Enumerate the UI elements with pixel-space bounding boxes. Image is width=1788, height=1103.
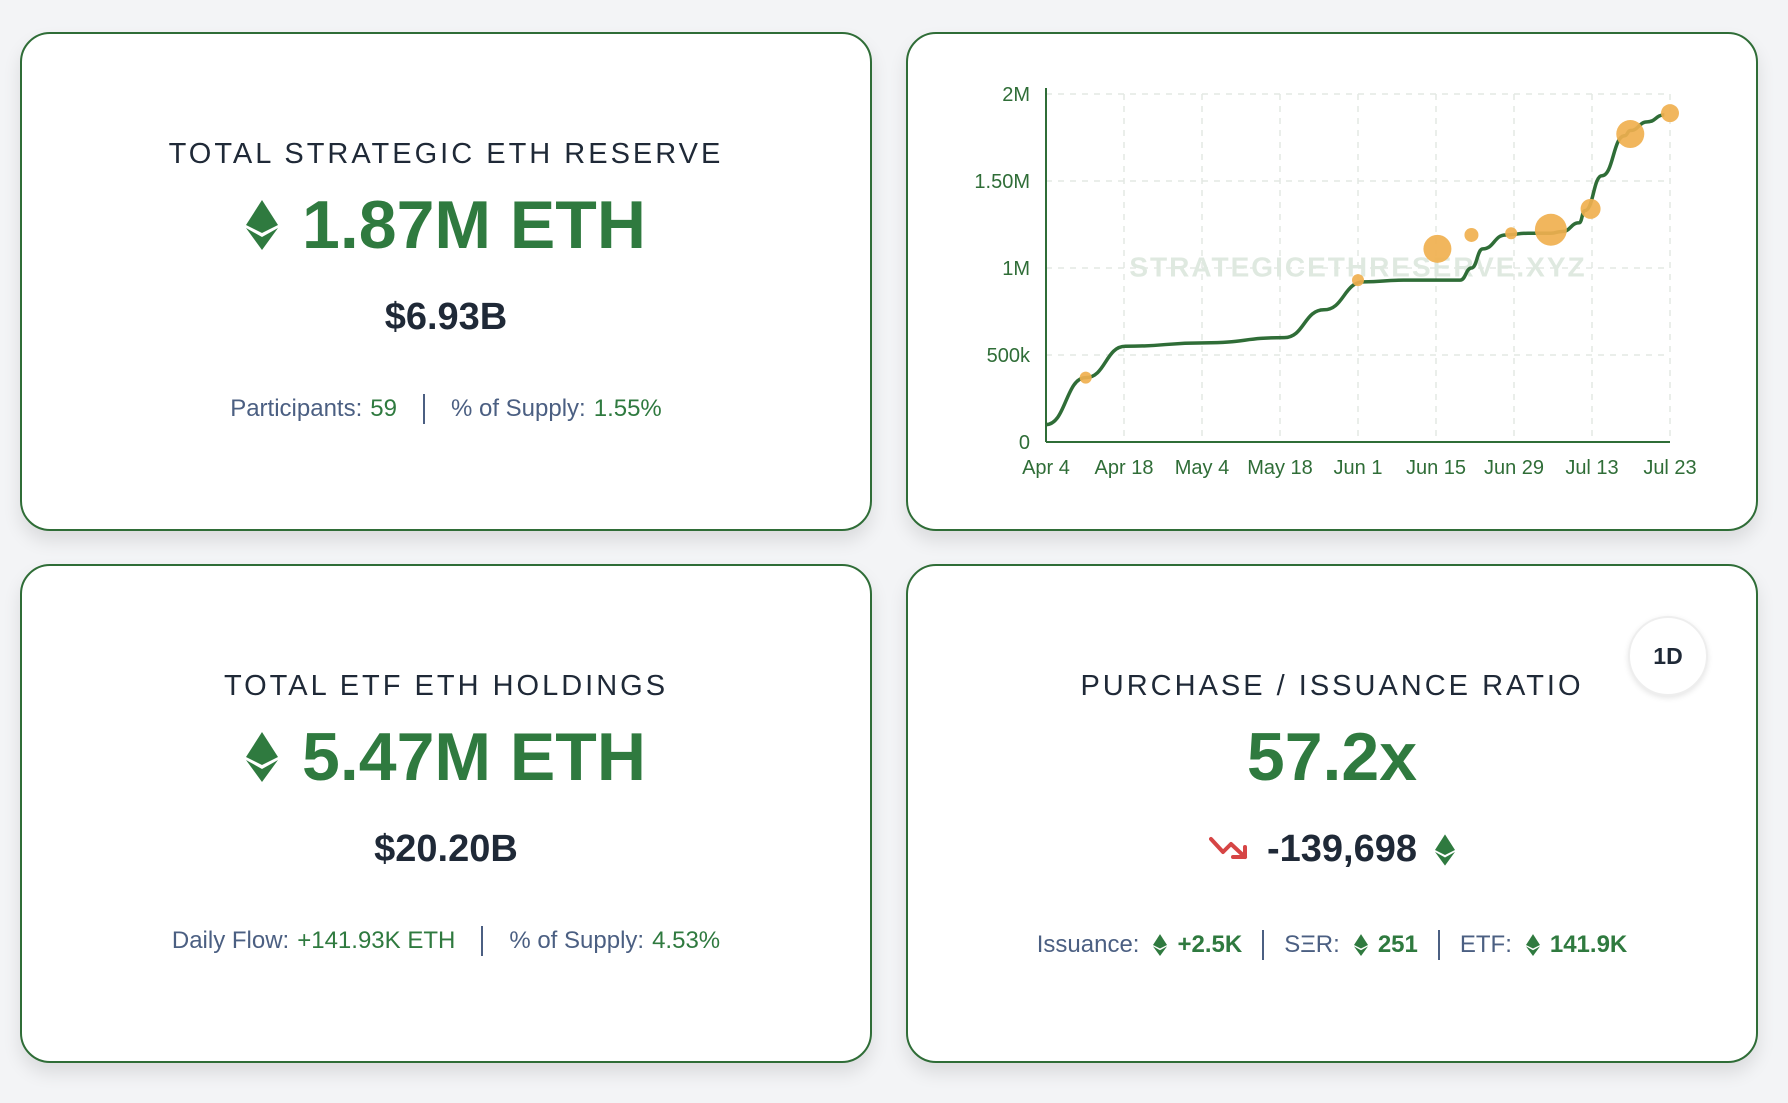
purchase-bubble (1079, 371, 1092, 384)
ethereum-icon (1525, 934, 1540, 956)
timeframe-button[interactable]: 1D (1628, 616, 1708, 696)
divider (481, 926, 484, 956)
ratio-change-row: -139,698 (908, 828, 1756, 871)
reserve-stats: Participants: 59 % of Supply: 1.55% (22, 394, 870, 424)
x-tick-label: Apr 4 (1022, 457, 1070, 479)
series-line (1045, 113, 1665, 427)
daily-flow-value: +141.93K ETH (297, 927, 456, 954)
strategic-reserve-card: TOTAL STRATEGIC ETH RESERVE 1.87M ETH $6… (20, 32, 872, 531)
x-tick-label: Jul 23 (1643, 457, 1696, 479)
divider (1437, 930, 1440, 960)
etf-label: ETF: (1459, 931, 1512, 958)
etf-stats: Daily Flow: +141.93K ETH % of Supply: 4.… (22, 926, 870, 956)
ethereum-icon (246, 732, 279, 782)
reserve-growth-chart: 0 500k 1M 1.50M 2M Apr 4 Apr 18 May 4 May 18 Jun … (974, 84, 1696, 479)
divider (422, 394, 425, 424)
issuance-value: +2.5K (1177, 931, 1243, 958)
ratio-title: PURCHASE / ISSUANCE RATIO (1080, 670, 1584, 702)
ser-value: 251 (1377, 931, 1418, 958)
x-tick-label: Jul 13 (1565, 457, 1618, 479)
y-tick-label: 500k (987, 345, 1031, 367)
purchase-issuance-card: 1D PURCHASE / ISSUANCE RATIO 57.2x -139,… (906, 564, 1758, 1063)
etf-title: TOTAL ETF ETH HOLDINGS (223, 670, 669, 702)
reserve-amount-row: 1.87M ETH (22, 186, 870, 264)
trending-down-icon (1208, 828, 1249, 871)
ratio-breakdown: Issuance: +2.5K SΞR: 251 ETF: 141.9K (908, 930, 1756, 960)
reserve-amount: 1.87M ETH (302, 187, 646, 263)
ser-label: SΞR: (1284, 931, 1340, 958)
supply-label: % of Supply: (450, 395, 586, 422)
reserve-title: TOTAL STRATEGIC ETH RESERVE (168, 138, 724, 170)
x-tick-label: Apr 18 (1095, 457, 1154, 479)
etf-value: 141.9K (1549, 931, 1628, 958)
purchase-bubble (1580, 198, 1601, 219)
etf-amount: 5.47M ETH (302, 719, 646, 795)
purchase-bubble (1464, 227, 1479, 242)
divider (1262, 930, 1265, 960)
participants-label: Participants: (230, 395, 363, 422)
y-tick-label: 1.50M (974, 171, 1030, 193)
etf-usd-value: $20.20B (374, 828, 518, 870)
purchase-bubble (1616, 120, 1645, 149)
etf-holdings-card: TOTAL ETF ETH HOLDINGS 5.47M ETH $20.20B… (20, 564, 872, 1063)
ratio-change-value: -139,698 (1266, 828, 1417, 870)
x-tick-label: Jun 29 (1484, 457, 1544, 479)
purchase-bubble (1352, 274, 1364, 287)
etf-amount-row: 5.47M ETH (22, 718, 870, 796)
ethereum-icon (1353, 934, 1368, 956)
y-tick-label: 1M (1002, 258, 1030, 280)
purchase-bubble (1505, 227, 1518, 240)
x-tick-label: May 18 (1247, 457, 1313, 479)
supply-value: 1.55% (593, 395, 662, 422)
issuance-label: Issuance: (1036, 931, 1140, 958)
x-tick-label: May 4 (1175, 457, 1229, 479)
y-tick-label: 2M (1002, 84, 1030, 106)
daily-flow-label: Daily Flow: (171, 927, 290, 954)
purchase-bubble (1534, 213, 1567, 246)
supply-label: % of Supply: (509, 927, 645, 954)
participants-value: 59 (370, 395, 397, 422)
reserve-usd-value: $6.93B (384, 296, 508, 338)
ethereum-icon (1435, 833, 1455, 866)
supply-value: 4.53% (652, 927, 721, 954)
x-tick-label: Jun 1 (1334, 457, 1383, 479)
reserve-chart-card: 0 500k 1M 1.50M 2M Apr 4 Apr 18 May 4 May 18 Jun … (906, 32, 1758, 531)
x-tick-label: Jun 15 (1406, 457, 1466, 479)
purchase-bubble (1423, 234, 1452, 263)
ratio-value: 57.2x (1246, 719, 1418, 795)
ethereum-icon (246, 200, 279, 250)
y-tick-label: 0 (1019, 432, 1030, 454)
ethereum-icon (1153, 934, 1168, 956)
purchase-bubble (1661, 104, 1679, 123)
